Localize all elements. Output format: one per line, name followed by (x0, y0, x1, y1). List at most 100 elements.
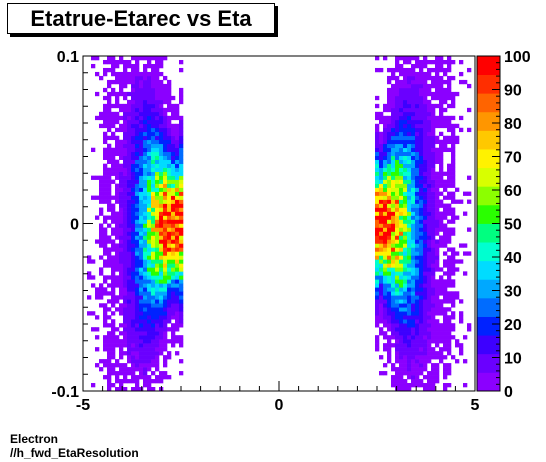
heatmap-cell (407, 207, 412, 212)
heatmap-cell (135, 207, 140, 212)
heatmap-cell (155, 339, 160, 344)
heatmap-cell (439, 107, 444, 113)
heatmap-cell (175, 275, 180, 280)
heatmap-cell (431, 287, 436, 292)
heatmap-cell (103, 191, 108, 196)
heatmap-cell (151, 343, 156, 348)
heatmap-cell (167, 211, 172, 216)
heatmap-cell (155, 56, 160, 61)
heatmap-cell (119, 311, 124, 316)
heatmap-cell (119, 155, 124, 160)
heatmap-cell (147, 151, 152, 156)
heatmap-cell (399, 239, 404, 244)
heatmap-cell (415, 275, 420, 280)
heatmap-cell (427, 111, 432, 117)
heatmap-cell (131, 375, 136, 380)
heatmap-cell (147, 207, 152, 212)
heatmap-cell (119, 171, 124, 176)
heatmap-cell (111, 263, 116, 268)
heatmap-cell (175, 271, 180, 276)
heatmap-cell (151, 243, 156, 248)
heatmap-cell (95, 239, 100, 244)
heatmap-cell (435, 87, 440, 93)
heatmap-cell (143, 87, 148, 93)
heatmap-cell (435, 115, 440, 121)
heatmap-cell (375, 191, 380, 196)
heatmap-cell (119, 207, 124, 212)
heatmap-cell (127, 347, 132, 352)
heatmap-cell (171, 155, 176, 160)
heatmap-cell (419, 71, 424, 77)
heatmap-cell (123, 63, 128, 69)
heatmap-cell (171, 115, 176, 121)
heatmap-cell (115, 371, 120, 376)
heatmap-cell (155, 87, 160, 93)
heatmap-cell (99, 111, 104, 117)
heatmap-cell (431, 167, 436, 172)
heatmap-cell (391, 147, 396, 153)
heatmap-cell (103, 139, 108, 145)
heatmap-cell (379, 159, 384, 164)
heatmap-cell (107, 151, 112, 156)
heatmap-cell (379, 255, 384, 260)
heatmap-cell (399, 151, 404, 156)
heatmap-cell (95, 115, 100, 121)
heatmap-cell (143, 159, 148, 164)
heatmap-cell (175, 227, 180, 232)
heatmap-cell (459, 199, 464, 204)
heatmap-cell (427, 299, 432, 304)
heatmap-cell (167, 91, 172, 97)
heatmap-cell (443, 299, 448, 304)
heatmap-cell (163, 56, 168, 61)
heatmap-cell (403, 227, 408, 232)
heatmap-cell (407, 299, 412, 304)
heatmap-cell (423, 375, 428, 380)
heatmap-cell (167, 315, 172, 320)
heatmap-cell (415, 359, 420, 364)
heatmap-cell (131, 223, 136, 228)
color-scale-segment (477, 74, 500, 94)
heatmap-cell (395, 287, 400, 292)
heatmap-cell (131, 183, 136, 188)
heatmap-cell (163, 207, 168, 212)
heatmap-cell (123, 83, 128, 89)
heatmap-cell (423, 83, 428, 89)
heatmap-cell (411, 367, 416, 372)
heatmap-cell (375, 303, 380, 308)
heatmap-cell (111, 56, 116, 61)
heatmap-cell (403, 211, 408, 216)
heatmap-cell (159, 271, 164, 276)
heatmap-cell (107, 283, 112, 288)
heatmap-cell (131, 367, 136, 372)
heatmap-cell (131, 335, 136, 340)
heatmap-cell (411, 307, 416, 312)
heatmap-cell (395, 187, 400, 192)
heatmap-cell (431, 227, 436, 232)
heatmap-cell (427, 219, 432, 224)
heatmap-cell (399, 191, 404, 196)
heatmap-cell (439, 323, 444, 328)
heatmap-cell (131, 251, 136, 256)
heatmap-cell (115, 219, 120, 224)
heatmap-cell (435, 187, 440, 192)
heatmap-cell (127, 223, 132, 228)
heatmap-cell (411, 143, 416, 149)
heatmap-cell (163, 219, 168, 224)
heatmap-cell (391, 183, 396, 188)
heatmap-cell (439, 223, 444, 228)
heatmap-cell (455, 291, 460, 296)
heatmap-cell (115, 127, 120, 133)
heatmap-cell (435, 303, 440, 308)
heatmap-cell (115, 75, 120, 81)
heatmap-cell (419, 219, 424, 224)
heatmap-cell (379, 275, 384, 280)
heatmap-cell (131, 299, 136, 304)
heatmap-cell (383, 371, 388, 376)
heatmap-cell (159, 56, 164, 61)
heatmap-cell (387, 135, 392, 141)
heatmap-cell (375, 67, 380, 73)
heatmap-cell (119, 56, 124, 61)
heatmap-cell (99, 191, 104, 196)
heatmap-cell (163, 251, 168, 256)
heatmap-cell (123, 111, 128, 117)
